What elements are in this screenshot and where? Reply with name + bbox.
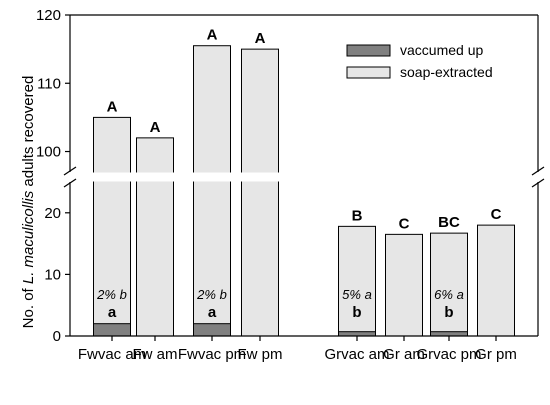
significance-letter-lower: a — [108, 304, 117, 321]
significance-letter-lower: b — [352, 304, 361, 321]
y-tick-label: 20 — [44, 205, 61, 222]
bar-soap-extracted — [136, 137, 174, 337]
y-tick-label: 0 — [53, 328, 61, 345]
significance-letter-upper: A — [255, 30, 266, 47]
significance-letter-upper: B — [352, 207, 363, 224]
legend-swatch-soap — [346, 66, 391, 79]
x-tick-label: Grvac am — [324, 346, 389, 363]
legend-label-soap: soap-extracted — [400, 64, 493, 80]
significance-letter-lower: a — [208, 304, 217, 321]
bar-vacuumed-up — [430, 331, 468, 337]
legend-label-vacuumed: vaccumed up — [400, 42, 483, 58]
axes-layer — [50, 14, 550, 341]
bar-soap-extracted — [93, 116, 131, 337]
x-tick-label: Fwvac pm — [178, 346, 246, 363]
x-tick-label: Grvac pm — [416, 346, 481, 363]
bar-soap-extracted — [338, 225, 376, 337]
break-mark-right-1 — [531, 166, 545, 176]
x-tick-label: Fwvac am — [78, 346, 146, 363]
bar-vacuumed-up — [93, 323, 131, 337]
x-tick-label: Gr pm — [475, 346, 517, 363]
legend-swatch-vacuumed — [346, 44, 391, 57]
axis-break-gap — [50, 172, 550, 182]
bars-layer — [93, 45, 515, 337]
y-axis-title: No. of L. maculicollis adults recovered — [20, 76, 37, 329]
bar-vacuumed-up — [338, 331, 376, 337]
y-tick-label: 120 — [36, 7, 61, 24]
significance-letter-upper: C — [399, 215, 410, 232]
significance-letter-lower: b — [444, 304, 453, 321]
significance-letter-upper: BC — [438, 214, 460, 231]
significance-letter-upper: C — [491, 206, 502, 223]
bar-vacuumed-up — [193, 323, 231, 337]
percent-label: 2% b — [196, 287, 227, 302]
bar-soap-extracted — [385, 233, 423, 337]
break-mark-left-2 — [63, 178, 77, 188]
percent-label: 5% a — [342, 287, 372, 302]
percent-label: 2% b — [96, 287, 127, 302]
y-tick-label: 10 — [44, 266, 61, 283]
significance-letter-upper: A — [107, 98, 118, 115]
significance-letter-upper: A — [207, 27, 218, 44]
bar-soap-extracted — [241, 48, 279, 337]
y-tick-label: 100 — [36, 144, 61, 161]
legend: vaccumed up soap-extracted — [346, 42, 493, 80]
bar-soap-extracted — [477, 224, 515, 337]
break-mark-right-2 — [531, 178, 545, 188]
bar-soap-extracted — [193, 45, 231, 337]
y-tick-label: 110 — [37, 75, 61, 92]
percent-label: 6% a — [434, 287, 464, 302]
break-mark-left-1 — [63, 166, 77, 176]
x-tick-label: Fw pm — [238, 346, 283, 363]
x-tick-label: Fw am — [133, 346, 178, 363]
x-tick-label: Gr am — [383, 346, 425, 363]
significance-letter-upper: A — [150, 119, 161, 136]
